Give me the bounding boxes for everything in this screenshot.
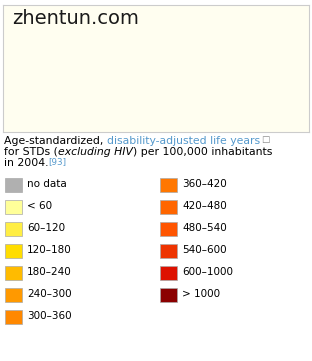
Text: 300–360: 300–360 bbox=[27, 310, 72, 321]
Text: ) per 100,000 inhabitants: ) per 100,000 inhabitants bbox=[133, 147, 272, 157]
Text: in 2004.: in 2004. bbox=[4, 158, 48, 168]
Text: 120–180: 120–180 bbox=[27, 245, 72, 255]
Text: 600–1000: 600–1000 bbox=[182, 267, 233, 277]
Text: zhentun.com: zhentun.com bbox=[12, 9, 139, 28]
Text: [93]: [93] bbox=[48, 157, 67, 166]
Text: no data: no data bbox=[27, 179, 67, 188]
Text: disability-adjusted life years: disability-adjusted life years bbox=[107, 136, 260, 146]
Text: Age-standardized,: Age-standardized, bbox=[4, 136, 107, 146]
Text: 60–120: 60–120 bbox=[27, 223, 65, 232]
Text: 360–420: 360–420 bbox=[182, 179, 227, 188]
Text: excluding HIV: excluding HIV bbox=[58, 147, 133, 157]
Text: 480–540: 480–540 bbox=[182, 223, 227, 232]
Text: < 60: < 60 bbox=[27, 201, 52, 210]
Text: 540–600: 540–600 bbox=[182, 245, 227, 255]
Text: 420–480: 420–480 bbox=[182, 201, 227, 210]
Text: 240–300: 240–300 bbox=[27, 288, 72, 299]
Text: 180–240: 180–240 bbox=[27, 267, 72, 277]
Text: ☐: ☐ bbox=[261, 136, 270, 145]
Text: > 1000: > 1000 bbox=[182, 288, 220, 299]
Text: for STDs (: for STDs ( bbox=[4, 147, 58, 157]
